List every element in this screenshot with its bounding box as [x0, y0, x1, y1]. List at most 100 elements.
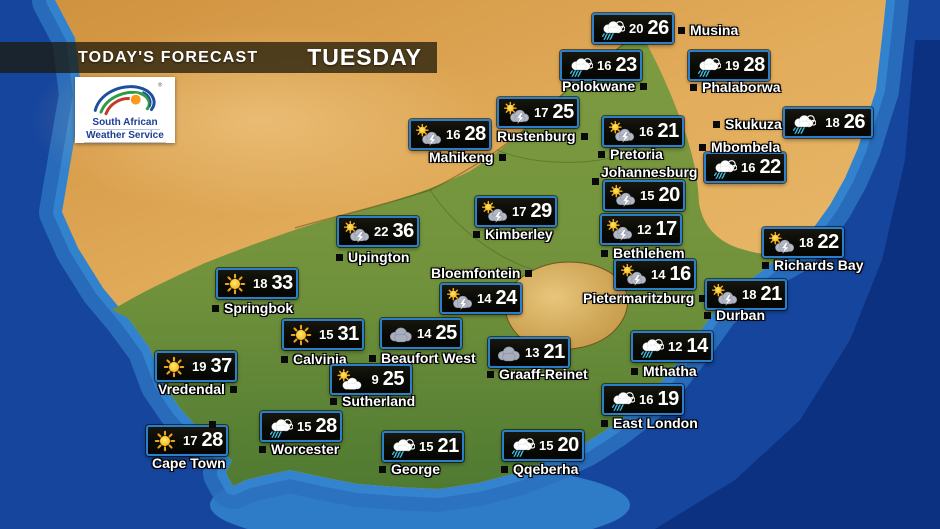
- max-temp: 21: [657, 120, 679, 142]
- city-name: Mthatha: [643, 363, 697, 379]
- city-marker: [713, 120, 720, 128]
- city-marker: [598, 150, 605, 158]
- sunny-icon: [287, 323, 315, 347]
- forecast-title: TODAY'S FORECAST: [78, 48, 259, 66]
- min-temp: 15: [640, 188, 655, 203]
- weather-badge-calvinia: 15 31: [282, 319, 364, 350]
- city-name: Bethlehem: [613, 245, 685, 261]
- min-temp: 9: [371, 372, 379, 387]
- thunder-icon: [445, 287, 473, 311]
- min-temp: 13: [525, 345, 540, 360]
- city-name: Musina: [690, 22, 739, 38]
- city-marker: [369, 354, 376, 362]
- weather-badge-george: 15 21: [382, 431, 464, 462]
- rain-icon: [565, 54, 593, 78]
- max-temp: 31: [337, 323, 359, 345]
- max-temp: 17: [655, 218, 677, 240]
- city-marker: [699, 143, 706, 151]
- city-name: Upington: [348, 249, 410, 265]
- thunder-icon: [608, 184, 636, 208]
- city-label-cape-town: Cape Town: [152, 455, 226, 471]
- city-name: Polokwane: [562, 78, 636, 94]
- min-temp: 19: [192, 359, 207, 374]
- city-label-richards-bay: Richards Bay: [762, 257, 863, 273]
- weather-badge-sutherland: 9 25: [330, 364, 412, 395]
- max-temp: 26: [843, 111, 866, 133]
- city-marker: [601, 249, 608, 257]
- rain-icon: [507, 434, 535, 458]
- rain-icon: [607, 388, 635, 412]
- city-label-vredendal: Vredendal: [158, 381, 237, 397]
- max-temp: 24: [495, 287, 517, 309]
- sunny-icon: [221, 272, 249, 296]
- thunder-icon: [342, 220, 370, 244]
- city-name: Pietermaritzburg: [583, 290, 695, 306]
- city-marker: [762, 261, 769, 269]
- max-temp: 16: [669, 263, 691, 285]
- weather-badge-qqeberha: 15 20: [502, 430, 584, 461]
- weather-badge-kimberley: 17 29: [475, 196, 557, 227]
- city-name: Rustenburg: [497, 128, 576, 144]
- rain-icon: [597, 17, 625, 41]
- rain-icon: [693, 54, 721, 78]
- city-marker: [580, 132, 588, 140]
- cloudy-icon: [385, 322, 413, 346]
- max-temp: 28: [743, 54, 765, 76]
- weather-badge-east-london: 16 19: [602, 384, 684, 415]
- weather-badge-vredendal: 19 37: [155, 351, 237, 382]
- max-temp: 28: [315, 415, 337, 437]
- city-name: Richards Bay: [774, 257, 864, 273]
- city-marker: [704, 311, 711, 319]
- city-label-upington: Upington: [336, 249, 409, 265]
- max-temp: 20: [658, 184, 680, 206]
- min-temp: 16: [741, 160, 756, 175]
- min-temp: 15: [297, 419, 312, 434]
- logo-text-line1: South African: [90, 117, 160, 130]
- max-temp: 19: [657, 388, 679, 410]
- city-label-pietermaritzburg: Pietermaritzburg: [583, 290, 707, 306]
- city-marker: [631, 367, 638, 375]
- thunder-icon: [619, 263, 647, 287]
- sunny-icon: [151, 429, 179, 453]
- city-marker: [259, 445, 266, 453]
- min-temp: 15: [419, 439, 434, 454]
- max-temp: 26: [647, 17, 669, 39]
- city-marker: [212, 304, 219, 312]
- max-temp: 22: [759, 156, 781, 178]
- city-name: Johannesburg: [601, 164, 698, 180]
- min-temp: 18: [799, 235, 814, 250]
- max-temp: 28: [201, 429, 223, 451]
- min-temp: 19: [725, 58, 740, 73]
- city-label-springbok: Springbok: [212, 300, 293, 316]
- weather-badge-worcester: 15 28: [260, 411, 342, 442]
- rain-icon: [636, 335, 664, 359]
- thunder-icon: [710, 283, 738, 307]
- max-temp: 28: [464, 123, 486, 145]
- min-temp: 17: [512, 204, 527, 219]
- header-band: TODAY'S FORECAST TUESDAY: [0, 42, 437, 73]
- max-temp: 36: [392, 220, 414, 242]
- weather-badge-polokwane: 16 23: [560, 50, 642, 81]
- city-name: Qqeberha: [513, 461, 579, 477]
- rain-icon: [265, 415, 293, 439]
- city-label-bloemfontein: Bloemfontein: [431, 265, 533, 281]
- city-marker: [525, 269, 533, 277]
- city-name: Calvinia: [293, 351, 347, 367]
- city-label-musina: Musina: [678, 22, 738, 38]
- city-label-phalaborwa: Phalaborwa: [690, 79, 781, 95]
- city-marker: [330, 397, 337, 405]
- city-label-george: George: [379, 461, 440, 477]
- max-temp: 14: [686, 335, 708, 357]
- city-marker: [678, 26, 685, 34]
- weather-badge-richards-bay: 18 22: [762, 227, 844, 258]
- min-temp: 16: [639, 392, 654, 407]
- city-name: Worcester: [271, 441, 340, 457]
- city-name: Graaff-Reinet: [499, 366, 588, 382]
- max-temp: 22: [817, 231, 839, 253]
- weather-badge-phalaborwa: 19 28: [688, 50, 770, 81]
- weather-badge-rustenburg: 17 25: [497, 97, 579, 128]
- min-temp: 14: [477, 291, 492, 306]
- city-label-qqeberha: Qqeberha: [501, 461, 578, 477]
- rain-icon: [387, 435, 415, 459]
